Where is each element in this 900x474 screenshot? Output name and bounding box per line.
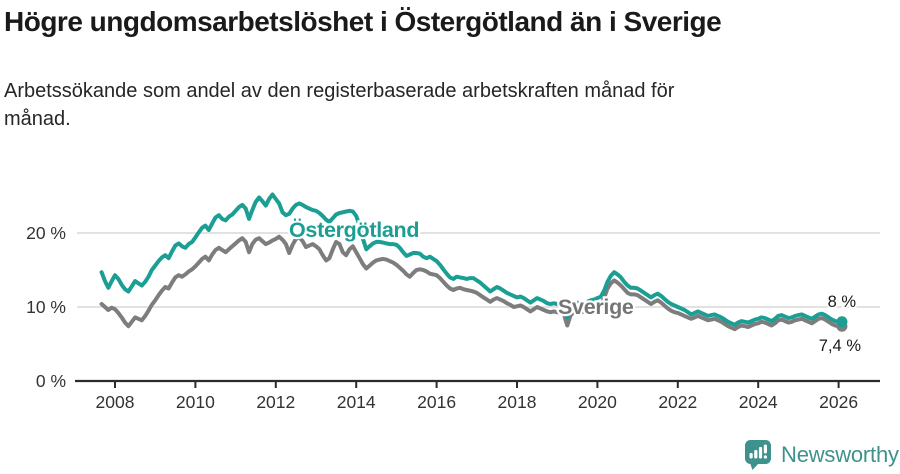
x-tick-label: 2014 (337, 392, 376, 412)
unemployment-line-chart: 2008 2010 2012 2014 2016 2018 2020 2022 2024 2026… (26, 192, 880, 412)
newsworthy-logo: Newsworthy (744, 439, 899, 470)
x-tick-label: 2008 (96, 392, 135, 412)
series-label-östergötland: Östergötland (289, 217, 419, 242)
end-value-label-östergötland: 8 % (828, 293, 857, 311)
x-tick-label: 2012 (256, 392, 295, 412)
chart-subtitle: Arbetssökande som andel av den registerb… (4, 80, 675, 130)
series-label-sverige: Sverige (558, 295, 634, 319)
end-value-label-sverige: 7,4 % (819, 337, 862, 355)
x-tick-label: 2026 (819, 392, 858, 412)
x-tick-label: 2020 (578, 392, 617, 412)
x-tick-label: 2024 (739, 392, 778, 412)
series-line-östergötland (99, 192, 844, 327)
newsworthy-logo-icon (745, 440, 771, 470)
x-tick-label: 2018 (498, 392, 537, 412)
x-tick-label: 2022 (658, 392, 697, 412)
x-tick-label: 2016 (417, 392, 456, 412)
newsworthy-logo-text: Newsworthy (781, 441, 899, 467)
y-tick-label: 20 % (26, 223, 66, 243)
y-tick-label: 10 % (26, 297, 66, 317)
y-tick-label: 0 % (36, 371, 66, 391)
chart-title: Högre ungdomsarbetslöshet i Östergötland… (4, 6, 722, 37)
x-tick-label: 2010 (176, 392, 215, 412)
series-line-sverige (99, 234, 844, 332)
series-end-dot-östergötland (836, 316, 848, 328)
